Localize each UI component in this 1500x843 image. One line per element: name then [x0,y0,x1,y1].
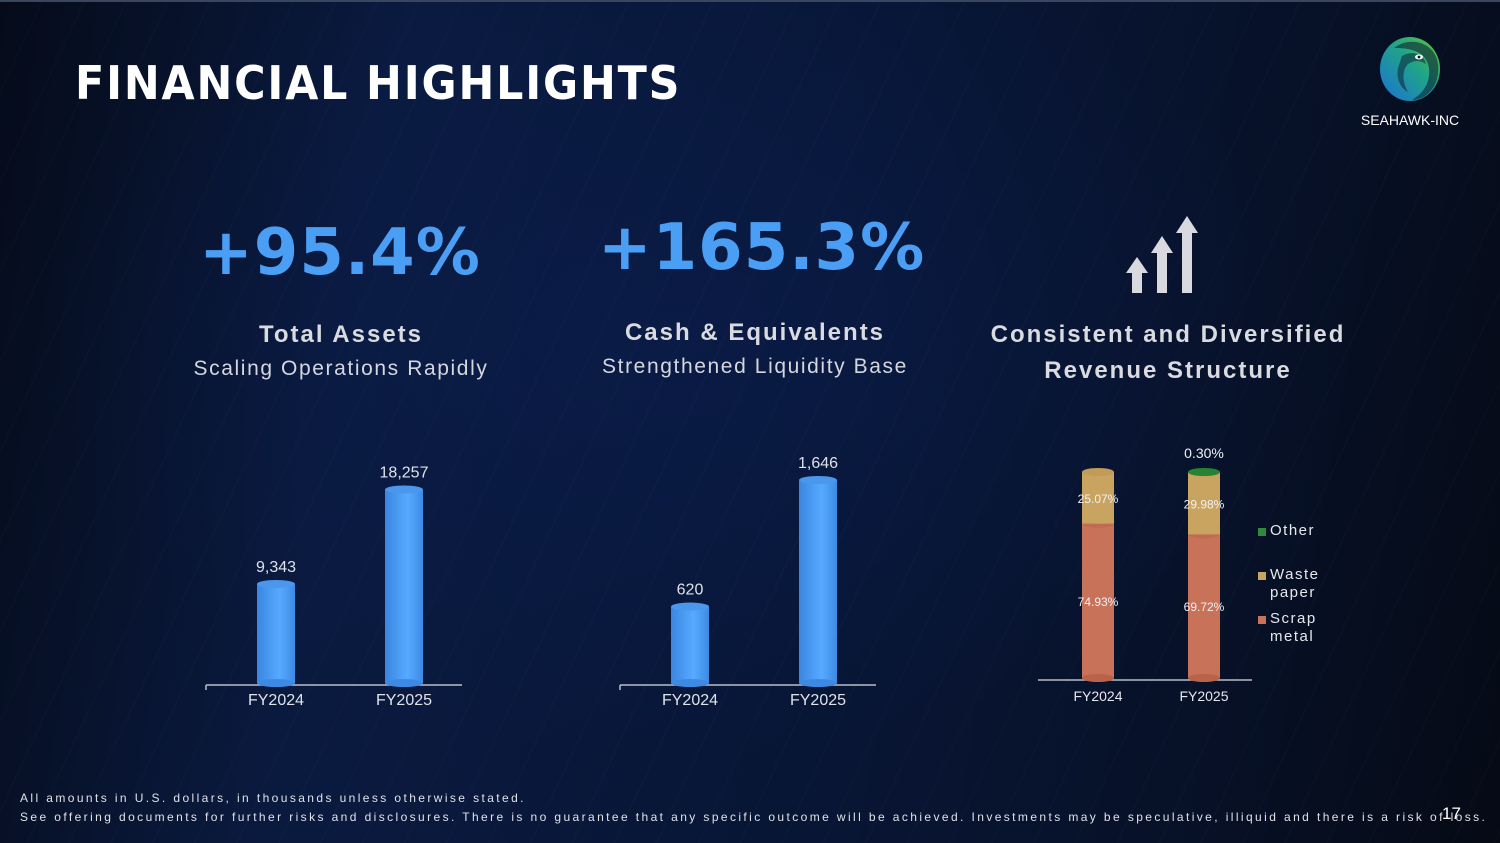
growth-arrows-icon [1124,215,1202,295]
kpi-revenue-heading-line1: Consistent and Diversified [990,321,1346,348]
segment-waste-paper [1082,472,1114,524]
chart-svg: 620 FY2024 1,646 FY2025 [619,455,876,709]
revenue-legend: Other Waste paper Scrap metal [1258,522,1348,646]
legend-item-other: Other [1258,522,1348,540]
legend-item-waste-paper: Waste paper [1258,566,1348,602]
top-border [0,0,1500,2]
legend-label: Other [1270,522,1316,539]
bar-base [257,679,295,687]
data-label: 74.93% [1078,595,1119,609]
legend-label: Waste paper [1270,566,1320,601]
kpi-cash-heading: Cash & Equivalents [624,319,886,346]
slide-title: FINANCIAL HIGHLIGHTS [75,56,682,110]
chart-svg: 74.93% 25.07% FY2024 69.72% 29.98% 0.30% FY202… [1038,445,1252,704]
bar-FY2024 [257,583,295,683]
legend-swatch [1258,616,1266,624]
data-label: 69.72% [1184,600,1225,614]
seahawk-logo-icon [1372,30,1452,108]
bar-base [671,679,709,687]
x-tick-label: FY2025 [376,692,432,709]
data-label: 0.30% [1184,445,1224,461]
kpi-revenue-heading-line2: Revenue Structure [1044,357,1292,384]
x-tick-label: FY2025 [1179,688,1228,704]
chart-svg: 9,343 FY2024 18,257 FY2025 [205,464,462,709]
footnote-disclaimer: See offering documents for further risks… [20,810,1488,824]
bar-FY2025 [799,479,837,683]
revenue-structure-chart: 74.93% 25.07% FY2024 69.72% 29.98% 0.30% FY202… [1030,440,1260,720]
bar-FY2024 [671,606,709,683]
segment-waste-paper [1188,472,1220,535]
data-label: 1,646 [798,455,838,472]
data-label: 9,343 [256,559,296,576]
bar-top [799,475,837,484]
bar-base [799,679,837,687]
bar-top [257,579,295,588]
x-tick-label: FY2025 [790,692,846,709]
kpi-total-assets-subheading: Scaling Operations Rapidly [193,357,489,380]
cash-chart: 620 FY2024 1,646 FY2025 [612,455,882,720]
footnote-currency: All amounts in U.S. dollars, in thousand… [20,791,526,805]
total-assets-chart: 9,343 FY2024 18,257 FY2025 [200,450,470,720]
segment-top [1188,468,1220,476]
kpi-cash-value: +165.3% [598,211,926,285]
kpi-total-assets-value: +95.4% [199,216,481,290]
legend-label: Scrap metal [1270,610,1317,645]
legend-item-scrap-metal: Scrap metal [1258,610,1348,646]
data-label: 18,257 [380,464,429,481]
data-label: 25.07% [1078,492,1119,506]
segment-scrap-metal [1082,523,1114,678]
bar-FY2025 [385,489,423,683]
segment-scrap-metal [1188,534,1220,678]
page-number: 17 [1442,804,1461,823]
x-tick-label: FY2024 [1073,688,1122,704]
kpi-total-assets-heading: Total Assets [258,321,424,348]
data-label: 29.98% [1184,497,1225,511]
segment-base [1188,674,1220,682]
segment-top [1082,468,1114,476]
data-label: 620 [677,582,704,599]
bar-top [385,485,423,494]
bar-top [671,602,709,611]
x-tick-label: FY2024 [662,692,718,709]
legend-swatch [1258,572,1266,580]
segment-base [1082,674,1114,682]
legend-swatch [1258,528,1266,536]
x-tick-label: FY2024 [248,692,304,709]
kpi-cash-subheading: Strengthened Liquidity Base [602,355,908,378]
brand-name: SEAHAWK-INC [1360,112,1460,128]
bar-base [385,679,423,687]
